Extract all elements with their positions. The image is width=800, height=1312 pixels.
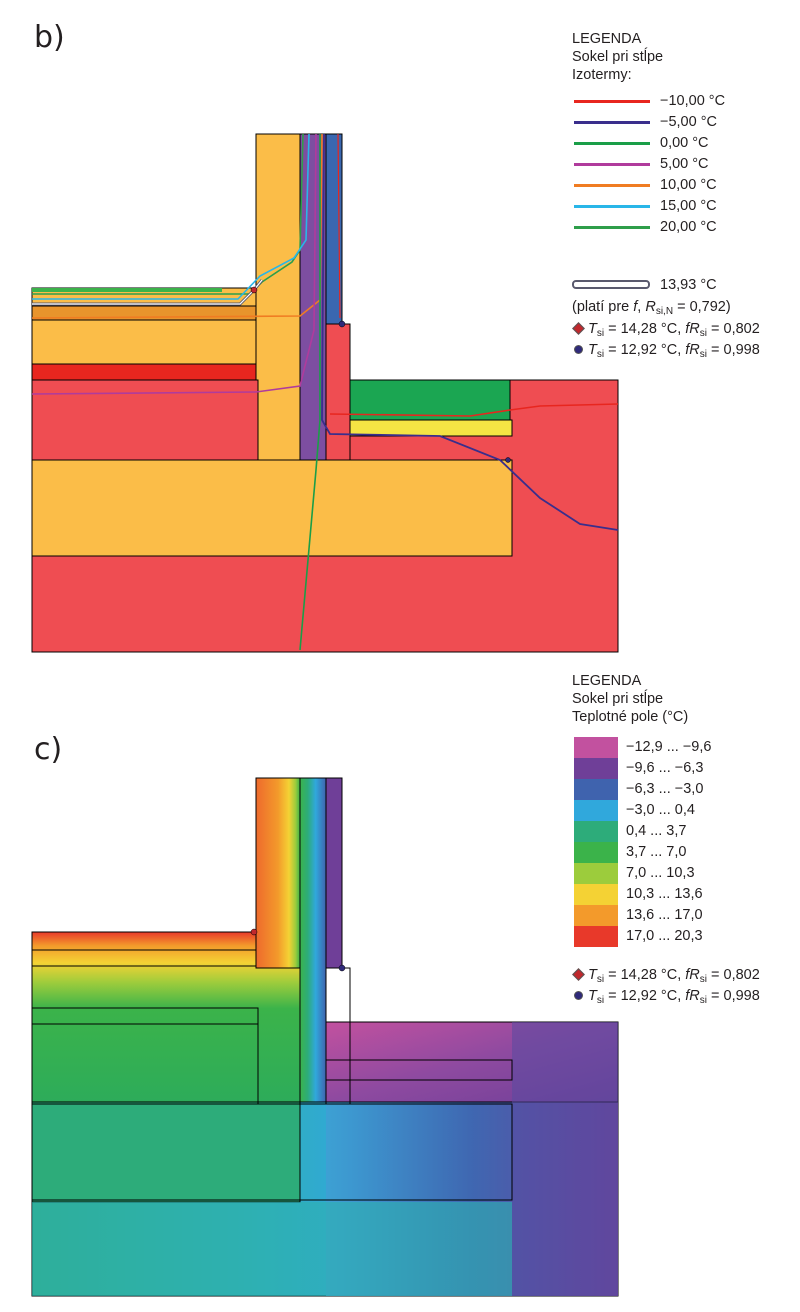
b-isotherm-label: 5,00 °C bbox=[660, 156, 709, 172]
b-isotherm-10 bbox=[31, 133, 323, 319]
c-range-label: −9,6 ... −6,3 bbox=[626, 760, 704, 776]
b-note-r-sub: si,N bbox=[655, 306, 674, 317]
b-isotherm-0 bbox=[299, 134, 321, 651]
c-range-label: 13,6 ... 17,0 bbox=[626, 907, 703, 923]
b-isotherm-15 bbox=[32, 133, 310, 300]
c-range-swatch bbox=[574, 926, 618, 947]
b-isotherm-label: 10,00 °C bbox=[660, 177, 717, 193]
c-range-swatch bbox=[574, 842, 618, 863]
b-floor-insulation bbox=[31, 319, 259, 365]
b-isotherm-5 bbox=[31, 133, 317, 395]
c-range-label: 3,7 ... 7,0 bbox=[626, 844, 687, 860]
b-isotherm-swatch bbox=[574, 121, 650, 124]
c-column-outer bbox=[325, 777, 343, 969]
b-point-tsi-2 bbox=[338, 320, 346, 328]
b-point-extra bbox=[505, 457, 511, 463]
c-point-1-text: Tsi = 14,28 °C, fRsi = 0,802 bbox=[588, 967, 760, 985]
b-isotherm-label: 15,00 °C bbox=[660, 198, 717, 214]
b-floor-green bbox=[32, 288, 222, 292]
c-range-swatch bbox=[574, 821, 618, 842]
c-legend-subtitle: Sokel pri stĺpe bbox=[572, 691, 664, 707]
c-range-label: −12,9 ... −9,6 bbox=[626, 739, 712, 755]
c-range-swatch bbox=[574, 863, 618, 884]
b-isotherm-label: −10,00 °C bbox=[660, 93, 726, 109]
c-range-swatch bbox=[574, 905, 618, 926]
c-point-2-text: Tsi = 12,92 °C, fRsi = 0,998 bbox=[588, 988, 760, 1006]
b-point-1-text: Tsi = 14,28 °C, fRsi = 0,802 bbox=[588, 321, 760, 339]
b-critical-swatch bbox=[572, 280, 650, 289]
b-isotherm-swatch bbox=[574, 100, 650, 103]
b-legend-title: LEGENDA bbox=[572, 31, 642, 47]
b-isotherm-swatch bbox=[574, 163, 650, 166]
c-point-tsi-2 bbox=[338, 964, 346, 972]
b-note-mid: , bbox=[637, 299, 646, 315]
panel-b-label: b) bbox=[34, 20, 65, 55]
c-range-label: −3,0 ... 0,4 bbox=[626, 802, 695, 818]
b-plinth bbox=[325, 323, 351, 461]
b-isotherm-13-93-inner bbox=[32, 279, 263, 305]
panel-c-label: c) bbox=[34, 732, 63, 767]
b-isotherm-minus10-col bbox=[337, 133, 341, 319]
b-note-prefix: (platí pre bbox=[572, 299, 634, 315]
panel-b-legend: LEGENDA Sokel pri stĺpe Izotermy: −10,00… bbox=[572, 30, 800, 370]
c-range-label: 10,3 ... 13,6 bbox=[626, 886, 703, 902]
c-ext-far bbox=[512, 1022, 618, 1296]
c-legend-title: LEGENDA bbox=[572, 673, 642, 689]
b-legend-subtitle: Sokel pri stĺpe bbox=[572, 49, 664, 65]
c-column bbox=[299, 777, 327, 1103]
b-note-f: f bbox=[633, 299, 638, 315]
c-wall bbox=[255, 777, 301, 969]
c-inside-block bbox=[31, 931, 301, 1103]
b-isotherm-swatch bbox=[574, 205, 650, 208]
b-isotherm-minus10 bbox=[329, 403, 619, 417]
b-note-value: = 0,792) bbox=[673, 299, 731, 315]
b-note-r: R bbox=[645, 299, 656, 315]
c-legend-heading: Teplotné pole (°C) bbox=[572, 709, 689, 725]
c-range-swatch bbox=[574, 779, 618, 800]
c-range-label: −6,3 ... −3,0 bbox=[626, 781, 704, 797]
b-isotherm-swatch bbox=[574, 184, 650, 187]
c-range-label: 7,0 ... 10,3 bbox=[626, 865, 695, 881]
c-range-swatch bbox=[574, 758, 618, 779]
b-isotherm-swatch bbox=[574, 226, 650, 229]
b-isotherm-label: −5,00 °C bbox=[660, 114, 717, 130]
c-range-swatch bbox=[574, 800, 618, 821]
b-isotherm-swatch bbox=[574, 142, 650, 145]
c-point-2-marker bbox=[574, 991, 583, 1000]
c-inside-bottom bbox=[32, 1202, 512, 1296]
b-point-2-text: Tsi = 12,92 °C, fRsi = 0,998 bbox=[588, 342, 760, 360]
c-range-label: 17,0 ... 20,3 bbox=[626, 928, 703, 944]
b-isotherm-label: 20,00 °C bbox=[660, 219, 717, 235]
b-xps bbox=[325, 379, 511, 421]
c-range-label: 0,4 ... 3,7 bbox=[626, 823, 687, 839]
c-range-swatch bbox=[574, 737, 618, 758]
b-critical-label: 13,93 °C bbox=[660, 277, 717, 293]
b-point-2-marker bbox=[574, 345, 583, 354]
panel-c-legend: LEGENDA Sokel pri stĺpe Teplotné pole (°… bbox=[572, 672, 800, 1012]
c-point-1-marker bbox=[572, 968, 585, 981]
b-legend-note: (platí pre f, Rsi,N = 0,792) bbox=[572, 298, 731, 321]
b-isotherm-label: 0,00 °C bbox=[660, 135, 709, 151]
b-isotherm-20 bbox=[32, 133, 304, 295]
c-range-swatch bbox=[574, 884, 618, 905]
b-isotherm-minus5 bbox=[321, 133, 619, 531]
c-point-tsi-1 bbox=[250, 928, 258, 936]
c-inside-lower bbox=[31, 1101, 301, 1203]
b-point-tsi-1 bbox=[250, 286, 258, 294]
b-legend-heading: Izotermy: bbox=[572, 67, 632, 83]
